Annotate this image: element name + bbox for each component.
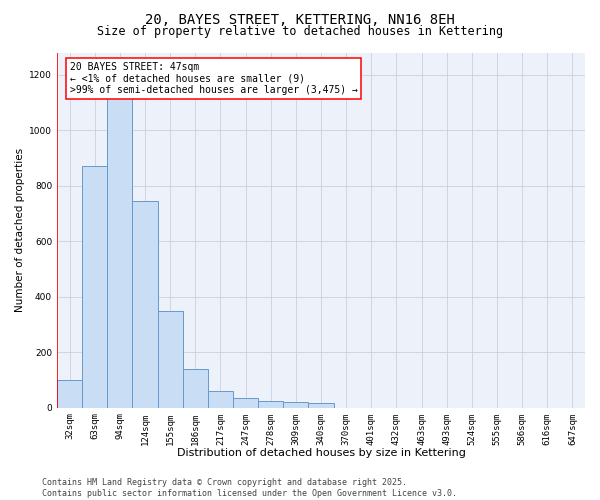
Bar (133, 201, 158, 408)
Bar (82, 166, 107, 408)
Y-axis label: Number of detached properties: Number of detached properties (15, 148, 25, 312)
Text: Size of property relative to detached houses in Kettering: Size of property relative to detached ho… (97, 25, 503, 38)
Bar (158, 310, 183, 408)
Bar (283, 402, 308, 407)
Text: 20, BAYES STREET, KETTERING, NN16 8EH: 20, BAYES STREET, KETTERING, NN16 8EH (145, 12, 455, 26)
Bar (107, 87, 133, 408)
Bar (208, 391, 233, 407)
Bar (308, 404, 334, 407)
Bar (258, 400, 283, 407)
Text: 20 BAYES STREET: 47sqm
← <1% of detached houses are smaller (9)
>99% of semi-det: 20 BAYES STREET: 47sqm ← <1% of detached… (70, 62, 358, 96)
Bar (183, 369, 208, 408)
X-axis label: Distribution of detached houses by size in Kettering: Distribution of detached houses by size … (176, 448, 466, 458)
Bar (233, 398, 258, 407)
Text: Contains HM Land Registry data © Crown copyright and database right 2025.
Contai: Contains HM Land Registry data © Crown c… (42, 478, 457, 498)
Bar (57, 380, 82, 407)
